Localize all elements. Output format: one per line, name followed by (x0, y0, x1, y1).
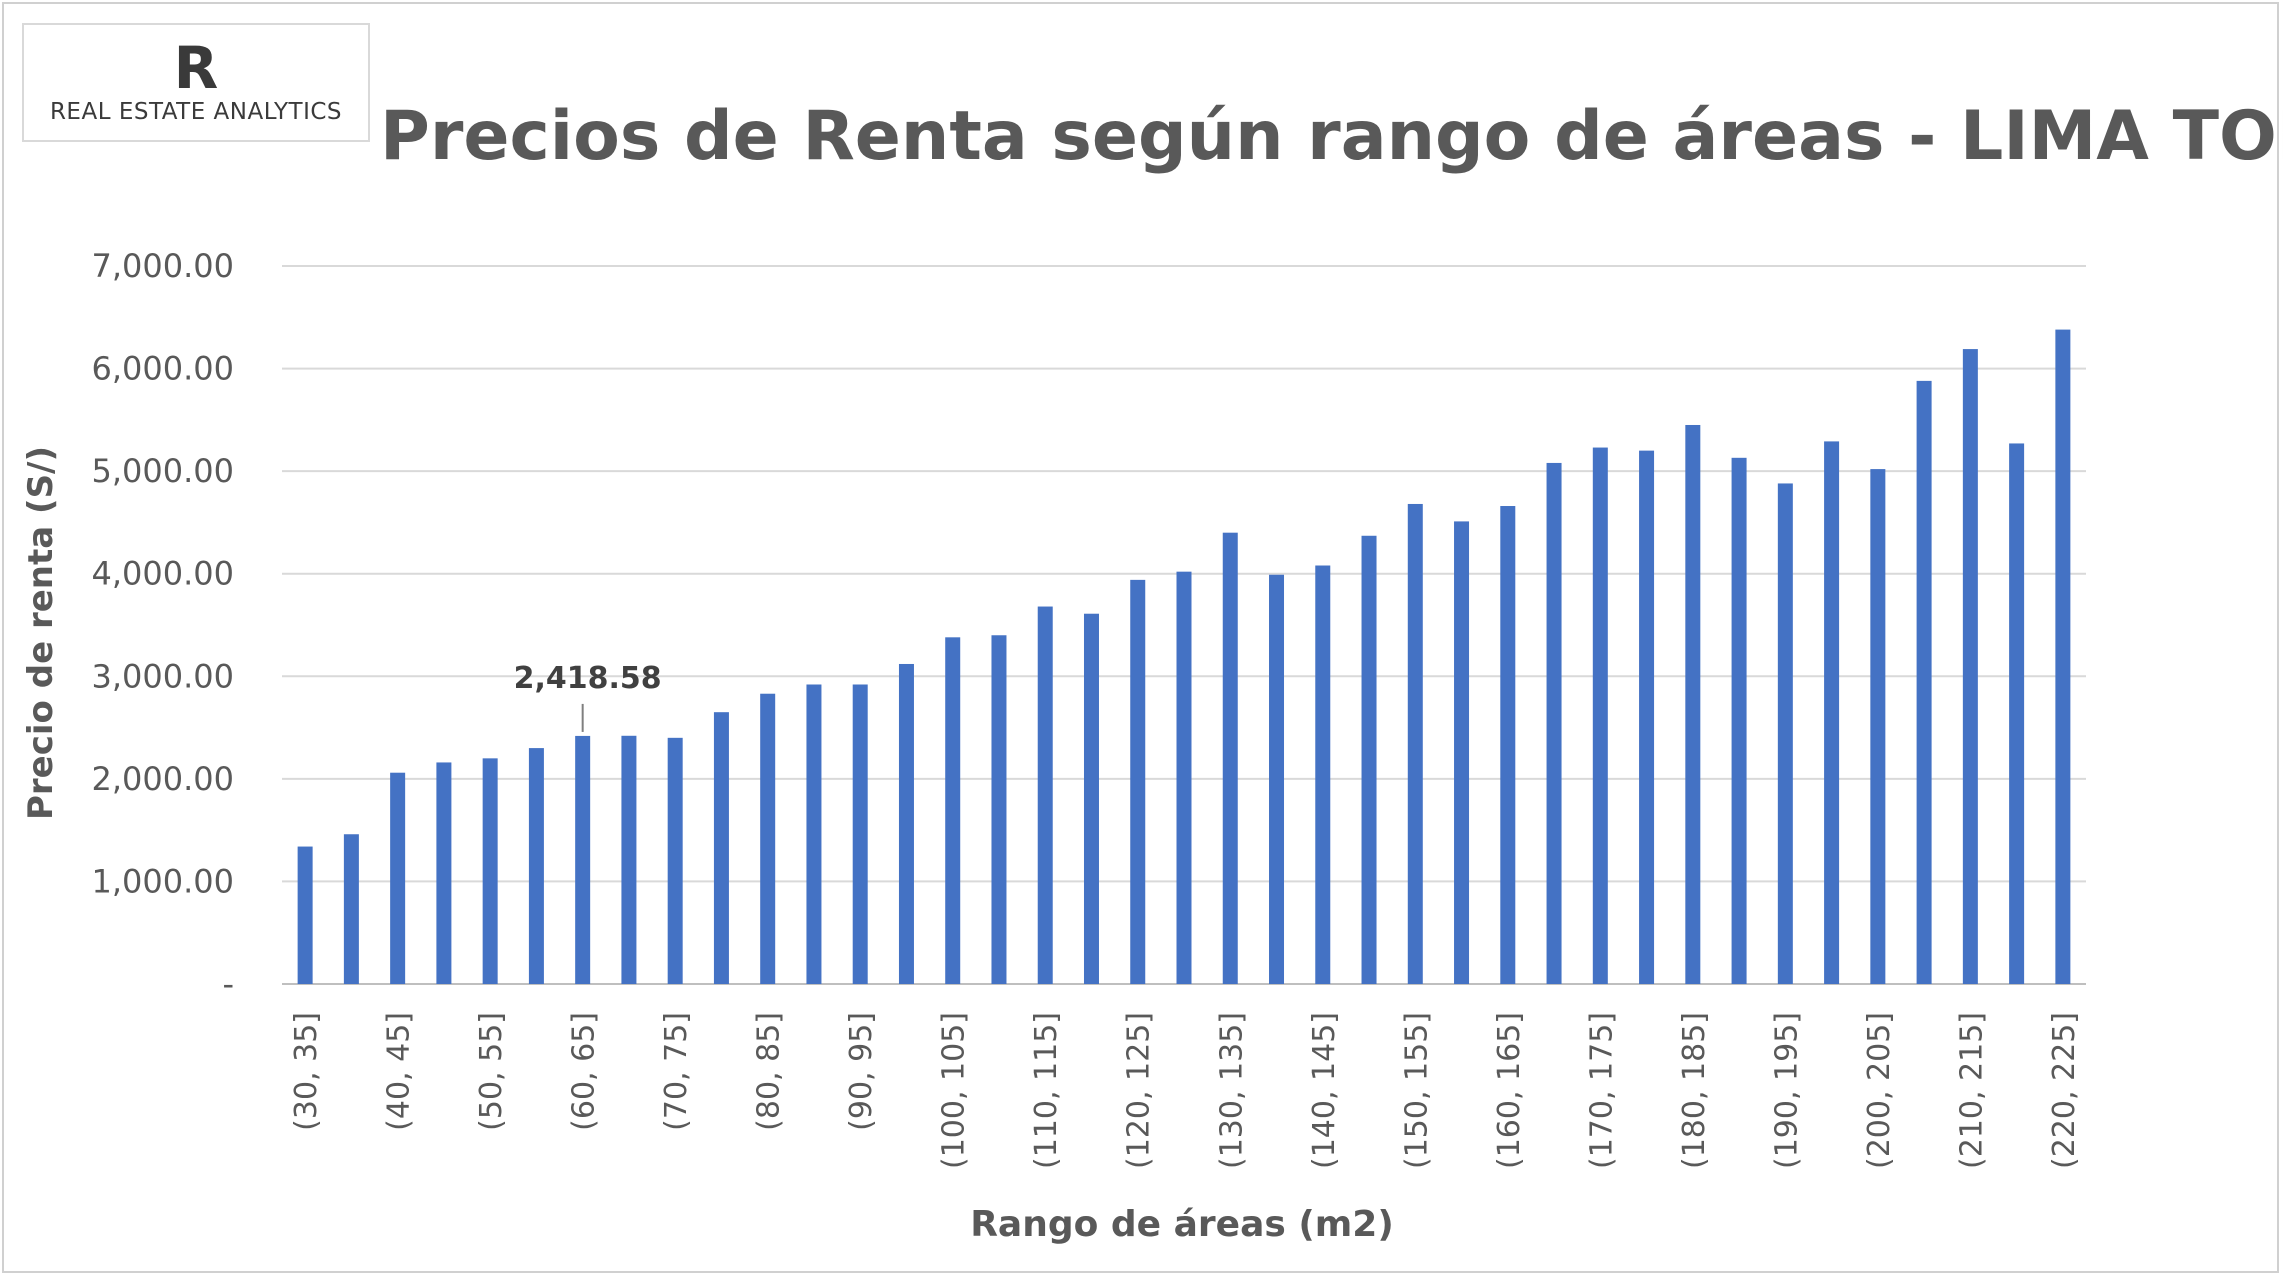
x-tick-label: (190, 195] (1769, 1012, 1804, 1169)
bar (806, 684, 822, 984)
bar (1222, 532, 1238, 984)
bar (1592, 447, 1608, 985)
annotations: 2,418.58 (514, 661, 662, 732)
x-axis-label: Rango de áreas (m2) (970, 1204, 1394, 1245)
x-tick-label: (200, 205] (1862, 1012, 1897, 1169)
data-label: 2,418.58 (514, 661, 662, 696)
y-axis-ticks: - 1,000.00 2,000.00 3,000.00 4,000.00 5,000.0… (92, 247, 235, 1003)
x-tick-label: (210, 215] (1954, 1012, 1989, 1169)
chart-title: Precios de Renta según rango de áreas - … (380, 97, 2283, 176)
bar (575, 735, 591, 984)
logo-text: REAL ESTATE ANALYTICS (49, 99, 343, 125)
x-tick-label: (60, 65] (567, 1012, 602, 1131)
y-tick-label: 1,000.00 (92, 862, 235, 900)
bar (667, 737, 683, 984)
x-tick-label: (180, 185] (1677, 1012, 1712, 1169)
bar (1731, 457, 1747, 984)
bar (1407, 503, 1423, 984)
bar (482, 758, 498, 984)
bar (1500, 506, 1516, 984)
bar (1176, 571, 1192, 984)
y-tick-label: 7,000.00 (92, 247, 235, 285)
y-tick-label: 5,000.00 (92, 452, 235, 490)
x-tick-label: (50, 55] (474, 1012, 509, 1131)
y-axis-label: Precio de renta (S/) (21, 446, 61, 820)
y-tick-label: 2,000.00 (92, 760, 235, 798)
x-tick-label: (70, 75] (659, 1012, 694, 1131)
bar (1777, 483, 1793, 984)
x-tick-label: (120, 125] (1122, 1012, 1157, 1169)
logo: R REAL ESTATE ANALYTICS (22, 23, 370, 142)
x-tick-label: (90, 95] (844, 1012, 879, 1131)
bar (1916, 380, 1932, 984)
x-tick-label: (170, 175] (1584, 1012, 1619, 1169)
x-tick-label: (220, 225] (2047, 1012, 2082, 1169)
bar (1546, 462, 1562, 984)
y-tick-label: 6,000.00 (92, 350, 235, 388)
bar (528, 748, 544, 984)
x-tick-label: (30, 35] (289, 1012, 324, 1131)
bar (436, 762, 452, 984)
y-tick-label: - (222, 965, 234, 1003)
bar (852, 684, 868, 984)
x-tick-label: (110, 115] (1029, 1012, 1064, 1169)
bar (390, 772, 406, 984)
bar (713, 712, 729, 984)
bar (1870, 469, 1886, 984)
bar (621, 735, 637, 984)
bar (2055, 329, 2071, 984)
bar (1824, 441, 1840, 984)
bar (760, 693, 776, 984)
logo-mark: R (173, 34, 219, 102)
bar (297, 846, 313, 984)
x-tick-label: (150, 155] (1399, 1012, 1434, 1169)
bar (2009, 443, 2025, 984)
x-tick-label: (40, 45] (382, 1012, 417, 1131)
bars (297, 329, 2071, 985)
bar (343, 834, 359, 984)
bar (1315, 565, 1331, 984)
bar (1269, 574, 1285, 984)
y-tick-label: 3,000.00 (92, 657, 235, 695)
x-tick-label: (130, 135] (1214, 1012, 1249, 1169)
bar (1083, 613, 1099, 984)
bar (1361, 535, 1377, 984)
x-tick-label: (160, 165] (1492, 1012, 1527, 1169)
bar (1639, 450, 1655, 985)
x-tick-label: (80, 85] (752, 1012, 787, 1131)
bar (1130, 579, 1146, 984)
bar (1685, 424, 1701, 984)
bar (898, 663, 914, 984)
bar (1454, 521, 1470, 984)
bar (945, 637, 961, 984)
x-tick-label: (100, 105] (937, 1012, 972, 1169)
x-tick-label: (140, 145] (1307, 1012, 1342, 1169)
y-tick-label: 4,000.00 (92, 555, 235, 593)
bar (991, 635, 1007, 984)
x-axis-ticks: (30, 35] (40, 45] (50, 55] (60, 65] (70, 75]… (289, 1012, 2082, 1169)
bar (1962, 349, 1978, 984)
bar (1037, 606, 1053, 984)
